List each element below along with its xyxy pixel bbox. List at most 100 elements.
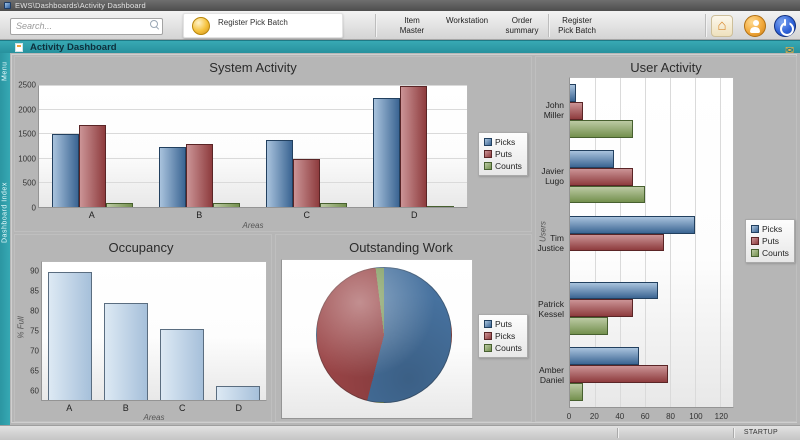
page-title: Activity Dashboard <box>30 42 117 53</box>
legend-label: Puts <box>495 319 513 329</box>
legend-label: Picks <box>495 331 516 341</box>
occupancy-yaxis: 60 65 70 75 80 85 90 <box>21 261 39 401</box>
tab-menu[interactable]: Menu <box>1 61 9 81</box>
bar-counts <box>212 203 240 207</box>
bar-puts <box>570 233 665 252</box>
x-tick-label: 100 <box>689 412 703 421</box>
user-icon[interactable] <box>744 15 766 37</box>
legend-item: Puts <box>484 149 522 159</box>
search-input[interactable] <box>10 17 163 35</box>
gridline <box>39 181 467 183</box>
status-separator <box>617 428 618 438</box>
system-activity-title: System Activity <box>209 60 297 75</box>
system-activity-legend: Picks Puts Counts <box>478 132 528 176</box>
menu-item-order-summary[interactable]: Order summary <box>505 16 539 35</box>
bar-picks <box>570 215 696 234</box>
y-category-label: Tim Justice <box>537 232 564 253</box>
legend-label: Picks <box>762 224 783 234</box>
x-category-label: D <box>235 403 243 413</box>
occupancy-ylabel: % Full <box>16 316 26 339</box>
occupancy-title: Occupancy <box>108 240 174 255</box>
gridline <box>670 78 672 407</box>
y-tick-label: 2500 <box>18 80 36 90</box>
bar-picks <box>52 134 80 207</box>
x-tick-label: 40 <box>615 412 625 421</box>
x-category-label: B <box>122 403 129 413</box>
bar-counts <box>570 382 583 401</box>
dashboard-area: Menu Dashboard Index System Activity 0 50… <box>0 53 800 425</box>
bar-picks <box>266 140 294 207</box>
bar-puts <box>570 102 583 120</box>
toolbar-menu: Item Master Workstation Order summary Re… <box>386 14 603 37</box>
y-category-label: Patrick Kessel <box>538 298 564 319</box>
bar-picks <box>570 347 639 366</box>
menu-item-workstation[interactable]: Workstation <box>446 16 489 25</box>
y-tick-label: 90 <box>30 266 39 276</box>
legend-label: Counts <box>762 248 789 258</box>
bar-puts <box>186 144 213 207</box>
occupancy-plot <box>41 261 267 401</box>
legend-item: Counts <box>484 161 522 171</box>
x-tick-label: 80 <box>666 412 675 421</box>
y-tick-label: 500 <box>22 178 36 188</box>
occupancy-panel: Occupancy 60 65 70 75 80 85 90 % Full A B C D Are… <box>14 234 272 422</box>
x-tick-label: 120 <box>714 412 728 421</box>
legend-swatch <box>751 225 759 233</box>
bar-puts <box>293 158 320 207</box>
bar-counts <box>570 119 633 138</box>
bar-counts <box>319 202 347 207</box>
y-tick-label: 1000 <box>18 154 36 164</box>
home-icon[interactable] <box>711 15 733 37</box>
legend-item: Counts <box>484 343 522 353</box>
user-activity-title: User Activity <box>630 60 702 75</box>
legend-label: Puts <box>762 236 780 246</box>
legend-swatch <box>484 162 492 170</box>
legend-swatch <box>751 249 759 257</box>
legend-swatch <box>751 237 759 245</box>
menu-item-item-master[interactable]: Item Master <box>399 16 425 35</box>
bar-full <box>216 386 260 400</box>
x-category-label: A <box>66 403 73 413</box>
gridline <box>39 109 467 111</box>
search-box <box>10 16 163 35</box>
legend-item: Picks <box>484 137 522 147</box>
tab-dashboard-index[interactable]: Dashboard Index <box>1 182 9 244</box>
legend-swatch <box>484 138 492 146</box>
bar-counts <box>105 203 133 207</box>
menu-item-register-pick-batch[interactable]: Register Pick Batch <box>558 16 596 35</box>
power-icon[interactable] <box>774 15 796 37</box>
legend-item: Picks <box>751 224 789 234</box>
y-tick-label: 85 <box>30 286 39 296</box>
bar-puts <box>79 124 106 207</box>
bar-full <box>104 303 148 400</box>
occupancy-xaxis: A B C D <box>41 403 267 413</box>
x-tick-label: 0 <box>566 412 572 421</box>
legend-item: Counts <box>751 248 789 258</box>
system-activity-panel: System Activity 0 500 1000 1500 2000 2500 A B C… <box>14 56 532 232</box>
y-category-label: John Miller <box>543 99 564 121</box>
toolbar-separator <box>375 14 376 37</box>
user-activity-legend: Picks Puts Counts <box>745 219 795 263</box>
quick-access-button[interactable]: Register Pick Batch <box>183 13 343 38</box>
legend-label: Picks <box>495 137 516 147</box>
gridline <box>695 78 697 407</box>
gridline <box>39 157 467 159</box>
legend-label: Puts <box>495 149 513 159</box>
bar-picks <box>159 146 187 207</box>
y-tick-label: 70 <box>30 346 39 356</box>
legend-swatch <box>484 150 492 158</box>
bar-puts <box>570 299 633 318</box>
page-header: Activity Dashboard <box>0 40 800 53</box>
user-activity-ylabel: Users <box>538 221 548 242</box>
bar-full <box>48 271 92 400</box>
outstanding-work-panel: Outstanding Work Puts Picks Counts <box>275 234 532 422</box>
legend-swatch <box>484 332 492 340</box>
system-activity-plot <box>38 85 468 208</box>
y-tick-label: 75 <box>30 326 39 336</box>
x-tick-label: 60 <box>640 412 650 421</box>
register-pick-batch-icon <box>192 17 210 35</box>
toolbar-separator <box>705 14 706 37</box>
side-strip: Menu Dashboard Index <box>0 53 10 425</box>
y-tick-label: 60 <box>30 386 39 396</box>
